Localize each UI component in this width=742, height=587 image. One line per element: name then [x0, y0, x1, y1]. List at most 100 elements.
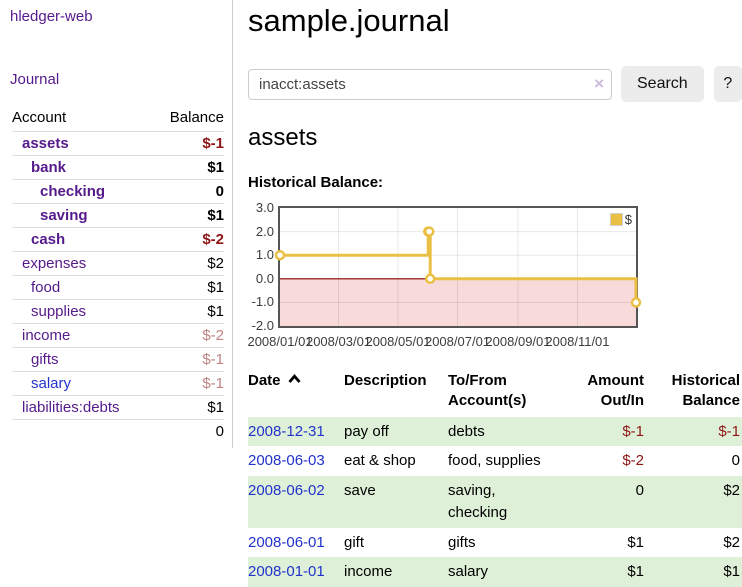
register-amount-cell: $1: [627, 533, 644, 551]
search-button[interactable]: Search: [621, 66, 704, 102]
search-form: × Search ?: [248, 66, 742, 102]
negative-region: [280, 278, 636, 326]
register-accounts-cell: salary: [448, 563, 489, 581]
register-balance-cell: 0: [731, 452, 740, 470]
sidebar-account-link-assets[interactable]: assets: [22, 135, 69, 152]
register-header-date[interactable]: Date: [248, 369, 344, 417]
x-tick-label: 2008/09/01: [485, 334, 551, 349]
register-date-link[interactable]: 2008-06-03: [248, 452, 325, 470]
sidebar-account-link-cash[interactable]: cash: [31, 231, 66, 248]
clear-search-icon[interactable]: ×: [594, 73, 604, 93]
register-description-cell: eat & shop: [344, 452, 416, 470]
sidebar-account-link-checking[interactable]: checking: [40, 183, 106, 200]
chart-canvas: [274, 208, 642, 326]
account-row: income $-2: [12, 323, 224, 348]
register-date-cell: 2008-06-02: [248, 476, 344, 528]
register-date-link[interactable]: 2008-12-31: [248, 422, 325, 440]
register-date-cell: 2008-06-03: [248, 446, 344, 476]
register-amount-cell: $1: [627, 563, 644, 581]
register-balance-cell: $-1: [718, 422, 740, 440]
register-table: Date Description To/From Account(s) Amou…: [248, 369, 742, 587]
register-balance-cell: $1: [723, 563, 740, 581]
main-content: sample.journal × Search ? assets Histori…: [247, 0, 742, 587]
register-row: 2008-12-31 pay off debts $-1 $-1: [248, 416, 742, 447]
accounts-header-account: Account: [12, 105, 153, 132]
accounts-total-value: 0: [152, 419, 224, 443]
account-name-cell: gifts: [12, 347, 153, 372]
data-point-marker: [424, 273, 436, 285]
data-point-marker: [274, 249, 286, 261]
register-header-amount: Amount Out/In: [587, 372, 644, 409]
sidebar-account-link-liabilities-debts[interactable]: liabilities:debts: [22, 399, 120, 416]
register-description-cell: pay off: [344, 422, 389, 440]
historical-balance-chart: $ 3.0 2.0 1.0 0.0 -1.0 -2.0 2008/01/01 2008/03/…: [247, 200, 742, 352]
accounts-total-spacer: [12, 419, 153, 443]
help-button[interactable]: ?: [713, 66, 742, 102]
account-name-cell: cash: [12, 227, 153, 252]
nav-journal-link[interactable]: Journal: [10, 71, 60, 88]
register-row: 2008-06-02 save saving, checking 0 $2: [248, 476, 742, 528]
register-description-cell: income: [344, 563, 393, 581]
account-row: liabilities:debts $1: [12, 395, 224, 420]
account-row: expenses $2: [12, 251, 224, 276]
sidebar-account-link-expenses[interactable]: expenses: [22, 255, 87, 272]
chart-legend: $: [608, 211, 633, 228]
register-header-accounts: To/From Account(s): [448, 372, 527, 409]
account-balance-value: $1: [152, 275, 224, 300]
app-brand-link[interactable]: hledger-web: [10, 8, 93, 25]
account-row: saving $1: [12, 203, 224, 228]
account-name-cell: food: [12, 275, 153, 300]
x-tick-label: 2008/03/01: [305, 334, 372, 349]
sidebar-account-link-gifts[interactable]: gifts: [31, 351, 59, 368]
sidebar-account-link-saving[interactable]: saving: [40, 207, 88, 224]
account-balance-value: $1: [152, 395, 224, 420]
sidebar-account-link-income[interactable]: income: [22, 327, 71, 344]
account-balance-value: $2: [152, 251, 224, 276]
account-row: assets $-1: [12, 131, 224, 156]
account-name-cell: saving: [12, 203, 153, 228]
register-balance-cell: $2: [723, 482, 740, 500]
y-tick-label: -1.0: [251, 294, 274, 310]
account-row: checking 0: [12, 179, 224, 204]
y-tick-label: 0.0: [255, 270, 274, 286]
register-header-row: Date Description To/From Account(s) Amou…: [248, 369, 742, 417]
x-tick-label: 2008/11/01: [545, 334, 610, 349]
x-tick-label: 2008/01/01: [247, 334, 313, 349]
register-date-cell: 2008-12-31: [248, 417, 344, 447]
register-amount-cell: $-2: [622, 452, 644, 470]
sidebar: hledger-web Journal Account Balance asse…: [0, 0, 233, 448]
register-accounts-cell: saving, checking: [448, 482, 508, 521]
register-date-cell: 2008-01-01: [248, 557, 344, 587]
account-balance-value: $-1: [152, 371, 224, 396]
account-balance-value: $1: [152, 155, 224, 180]
account-row: supplies $1: [12, 299, 224, 324]
account-name-cell: checking: [12, 179, 153, 204]
search-input[interactable]: [248, 68, 612, 100]
account-name-cell: salary: [12, 371, 153, 396]
account-name-cell: bank: [12, 155, 153, 180]
account-balance-value: $1: [152, 203, 224, 228]
search-box: ×: [248, 68, 612, 100]
account-row: salary $-1: [12, 371, 224, 396]
sidebar-account-link-bank[interactable]: bank: [31, 159, 67, 176]
register-header-balance: Historical Balance: [671, 372, 740, 409]
register-date-link[interactable]: 2008-01-01: [248, 563, 325, 581]
x-tick-label: 2008/05/01: [365, 334, 431, 349]
sidebar-account-link-supplies[interactable]: supplies: [31, 303, 87, 320]
register-header-description: Description: [344, 372, 427, 389]
data-point-marker: [423, 226, 435, 237]
register-date-link[interactable]: 2008-06-01: [248, 533, 325, 551]
accounts-total-row: 0: [12, 419, 224, 443]
data-point-marker: [630, 297, 642, 308]
register-date-cell: 2008-06-01: [248, 528, 344, 558]
accounts-balance-table: Account Balance assets $-1 bank $1 checking 0…: [12, 105, 224, 443]
account-name-cell: assets: [12, 131, 153, 156]
y-tick-label: 1.0: [255, 247, 274, 263]
register-date-link[interactable]: 2008-06-02: [248, 482, 325, 500]
sort-ascending-icon: [287, 374, 301, 383]
register-balance-cell: $2: [723, 533, 740, 551]
sidebar-account-link-food[interactable]: food: [31, 279, 61, 296]
page-title: sample.journal: [248, 3, 450, 38]
sidebar-account-link-salary[interactable]: salary: [31, 375, 72, 392]
register-accounts-cell: gifts: [448, 533, 476, 551]
